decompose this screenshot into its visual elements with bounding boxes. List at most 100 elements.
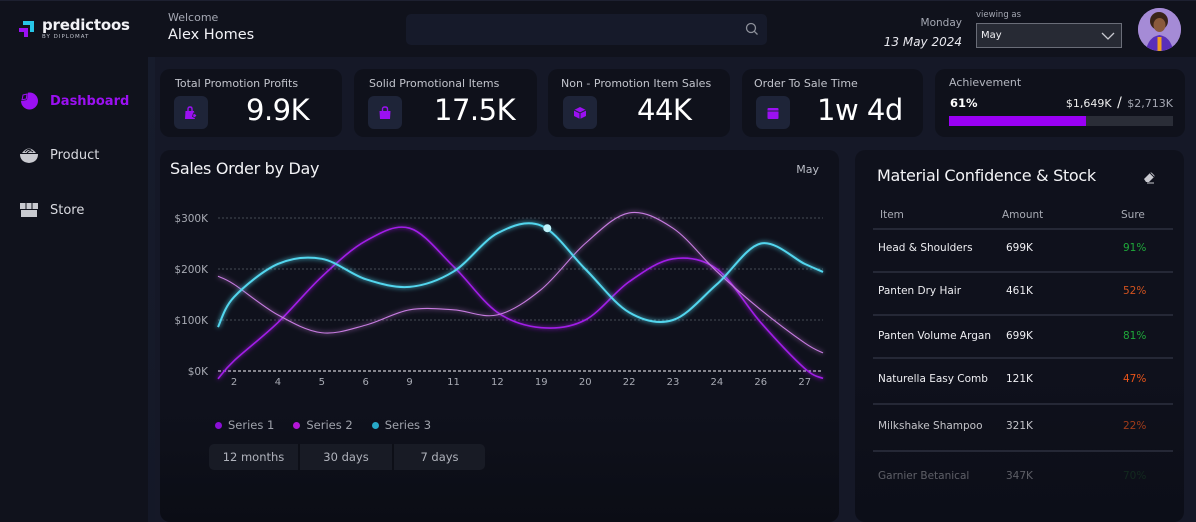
legend-label: Series 3 (384, 418, 432, 432)
x-tick-label: 12 (491, 377, 504, 388)
cell-item: Head & Shoulders (878, 242, 973, 254)
kpi-icon-box (563, 96, 597, 129)
legend-dot (293, 421, 301, 429)
x-tick-label: 26 (754, 377, 767, 388)
highlight-point (543, 224, 552, 233)
x-tick-label: 19 (535, 377, 548, 388)
date-day: Monday (920, 17, 962, 29)
row-divider (873, 450, 1173, 452)
chevron-down-icon (1101, 32, 1115, 40)
series-line-3 (217, 222, 824, 328)
x-tick-label: 23 (667, 377, 680, 388)
sidebar-item-label: Dashboard (50, 93, 130, 109)
user-name: Alex Homes (168, 27, 255, 43)
sidebar-item-product[interactable]: Product (19, 145, 99, 165)
search-icon[interactable] (745, 22, 759, 36)
achievement-amounts: $1,649K / $2,713K (1066, 95, 1173, 111)
welcome-block: Welcome Alex Homes (168, 11, 254, 43)
kpi-value: 44K (637, 93, 692, 127)
calendar-icon (767, 107, 779, 119)
range-30-days-button[interactable]: 30 days (300, 444, 394, 470)
eraser-icon[interactable] (1142, 170, 1156, 184)
bowl-icon (20, 148, 38, 163)
sidebar-item-dashboard[interactable]: Dashboard (19, 91, 129, 111)
achievement-percent: 61% (950, 96, 978, 110)
avatar-icon (1138, 8, 1181, 51)
kpi-card-non-promotion-sales: Non - Promotion Item Sales 44K (548, 69, 730, 137)
y-tick-label: $100K (174, 315, 209, 327)
achievement-current: $1,649K (1065, 97, 1112, 110)
legend-item-series-3[interactable]: Series 3 (371, 418, 432, 432)
range-7-days-button[interactable]: 7 days (394, 444, 485, 470)
viewing-label: viewing as (976, 10, 1022, 20)
legend-label: Series 1 (228, 418, 275, 432)
chart-title: Sales Order by Day (170, 159, 320, 178)
sidebar-divider (148, 57, 158, 522)
cell-item: Panten Volume Argan (878, 330, 991, 342)
cell-amount: 461K (1006, 285, 1033, 297)
shopping-bag-icon (379, 105, 391, 119)
series-line-2 (217, 211, 824, 354)
cell-amount: 347K (1006, 470, 1033, 482)
achievement-title: Achievement (949, 76, 1022, 89)
y-tick-label: $300K (174, 213, 209, 225)
legend-item-series-2[interactable]: Series 2 (293, 418, 353, 432)
logo[interactable]: predictoos BY DIPLOMAT (18, 17, 130, 41)
x-tick-label: 11 (447, 377, 460, 388)
range-toggle-group: 12 months 30 days 7 days (209, 444, 485, 470)
x-tick-label: 27 (798, 377, 811, 388)
cell-amount: 121K (1006, 373, 1033, 385)
cell-item: Garnier Betanical (878, 470, 970, 482)
x-tick-label: 20 (579, 377, 592, 388)
avatar[interactable] (1138, 8, 1181, 51)
legend-dot (371, 421, 379, 429)
cell-sure: 22% (1123, 420, 1147, 432)
material-table-card: Material Confidence & Stock Item Amount … (855, 150, 1184, 522)
table-title: Material Confidence & Stock (877, 166, 1096, 185)
sidebar-item-store[interactable]: Store (19, 200, 84, 220)
shopping-bag-tag-icon (185, 105, 198, 119)
cube-icon (573, 106, 587, 119)
welcome-label: Welcome (168, 11, 219, 24)
kpi-card-promotional-items: Solid Promotional Items 17.5K (354, 69, 537, 137)
cell-sure: 91% (1123, 242, 1147, 254)
date-block: Monday 13 May 2024 (884, 17, 962, 49)
achievement-progress-bar (949, 116, 1173, 126)
cell-sure: 52% (1123, 285, 1147, 297)
brand-sub: BY DIPLOMAT (42, 34, 90, 40)
cell-amount: 699K (1006, 330, 1033, 342)
series-line-1 (217, 226, 824, 380)
cell-sure: 70% (1123, 470, 1147, 482)
store-icon (20, 203, 38, 217)
legend-item-series-1[interactable]: Series 1 (215, 418, 274, 432)
row-divider (873, 403, 1173, 405)
kpi-value: 9.9K (246, 93, 310, 127)
x-tick-label: 6 (363, 377, 369, 388)
cell-sure: 81% (1123, 330, 1147, 342)
legend-dot (215, 421, 222, 429)
top-bar: predictoos BY DIPLOMAT Welcome Alex Home… (0, 0, 1196, 57)
viewing-select[interactable]: May (976, 23, 1122, 48)
cell-amount: 321K (1006, 420, 1033, 432)
x-tick-label: 24 (711, 377, 724, 388)
column-header-amount: Amount (1002, 209, 1044, 221)
kpi-icon-box (174, 96, 208, 129)
kpi-icon-box (756, 96, 790, 129)
x-tick-label: 4 (275, 377, 281, 388)
search-input[interactable] (406, 14, 767, 45)
achievement-goal: $2,713K (1127, 97, 1173, 110)
sidebar: Dashboard Product Store (0, 57, 148, 522)
achievement-progress-fill (949, 116, 1086, 126)
row-divider (873, 228, 1173, 230)
kpi-value: 1w 4d (817, 93, 903, 127)
cell-item: Panten Dry Hair (878, 285, 962, 297)
sidebar-item-label: Store (50, 202, 85, 218)
sidebar-item-label: Product (50, 147, 100, 163)
kpi-card-order-to-sale: Order To Sale Time 1w 4d (742, 69, 923, 137)
x-tick-label: 9 (406, 377, 412, 388)
range-12-months-button[interactable]: 12 months (209, 444, 300, 470)
cell-sure: 47% (1123, 373, 1147, 385)
kpi-title: Total Promotion Profits (175, 77, 299, 90)
date-full: 13 May 2024 (883, 35, 962, 49)
